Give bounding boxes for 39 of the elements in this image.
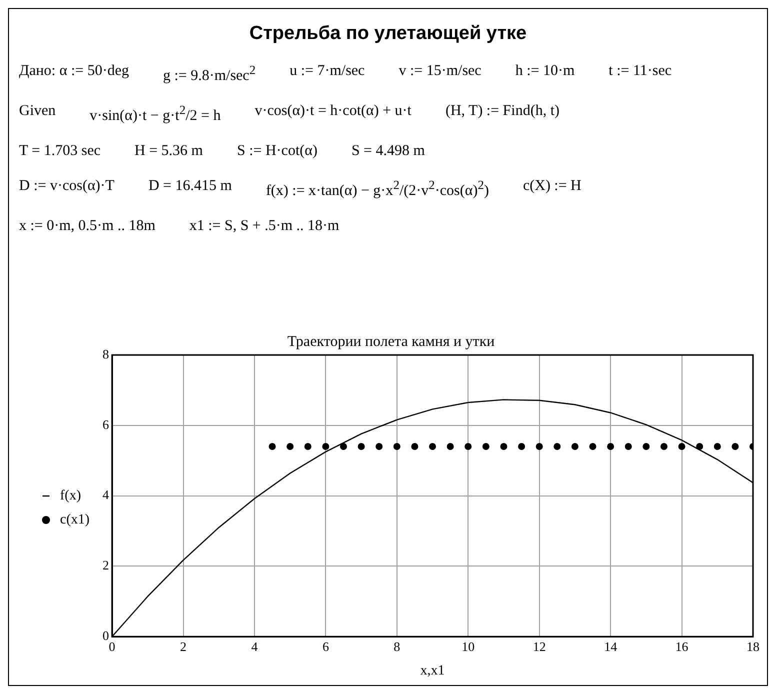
text: u := 7·m/sec: [290, 63, 365, 81]
x-tick-label: 2: [180, 638, 187, 654]
text: Дано: α := 50·deg: [19, 63, 129, 81]
chart-subtitle: Траектории полета камня и утки: [287, 334, 495, 350]
x-tick-label: 6: [322, 638, 330, 654]
text: h := 10·m: [515, 63, 575, 81]
text: D = 16.415 m: [148, 178, 232, 196]
legend-label: c(x1): [60, 512, 90, 528]
text: g := 9.8·m/sec$^{2}$: [162, 63, 256, 85]
y-tick-label: 8: [102, 346, 110, 362]
x-axis-title: x,x1: [420, 663, 445, 678]
x-tick-label: 8: [394, 638, 400, 654]
legend-label: f(x): [60, 488, 82, 504]
text: T = 1.703 sec: [19, 143, 101, 160]
y-tick-label: 6: [102, 416, 110, 432]
text: v·sin(α)·t − g·t$^{2}$/2 = h: [90, 103, 221, 125]
x-tick-label: 18: [746, 638, 760, 654]
x-tick-label: 12: [532, 638, 546, 654]
x-tick-label: 10: [462, 638, 475, 654]
x-tick-label: 14: [604, 638, 618, 654]
text: (H, T) := Find(h, t): [445, 103, 560, 121]
text: S := H·cot(α): [236, 143, 318, 160]
x-tick-label: 16: [675, 638, 689, 654]
text: D := v·cos(α)·T: [19, 178, 114, 196]
text: f(x) := x·tan(α) − g·x$^{2}$/(2·v$^{2}$·cos(α)$^{2}$): [266, 178, 489, 200]
text: t := 11·sec: [608, 63, 672, 81]
text: c(X) := H: [522, 178, 582, 196]
text: v := 15·m/sec: [398, 63, 482, 81]
text: x1 := S, S + .5·m .. 18·m: [189, 218, 340, 235]
text: v·cos(α)·t = h·cot(α) + u·t: [254, 103, 412, 121]
y-tick-label: 2: [102, 558, 110, 573]
y-tick-label: 0: [102, 628, 110, 644]
chart-title: Стрельба по улетающей утке: [248, 23, 528, 45]
text: x := 0·m, 0.5·m .. 18m: [19, 218, 156, 235]
text: H = 5.36 m: [134, 143, 203, 160]
x-tick-label: 4: [251, 638, 258, 654]
text: Given: [19, 103, 56, 121]
y-tick-label: 4: [102, 487, 110, 502]
text: S = 4.498 m: [351, 143, 425, 160]
